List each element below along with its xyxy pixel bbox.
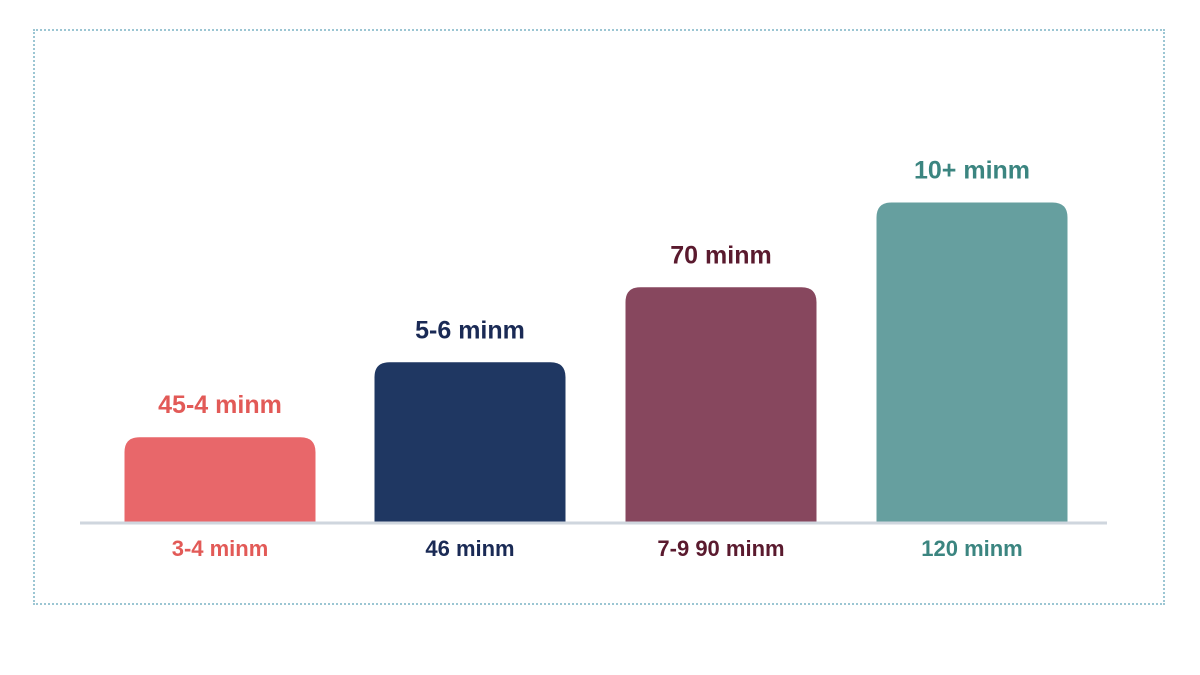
bar-value-label-1: 45-4 minm (158, 391, 282, 419)
bars-group (124, 202, 1068, 522)
bar-1 (124, 437, 316, 522)
category-labels-group: 3-4 minm 46 minm 7-9 90 minm 120 minm (172, 536, 1023, 561)
category-label-3: 7-9 90 minm (657, 536, 784, 561)
bar-2 (374, 362, 566, 522)
bar-value-label-2: 5-6 minm (415, 316, 525, 344)
chart-frame (33, 29, 1165, 605)
bar-labels-group: 45-4 minm 5-6 minm 70 minm 10+ minm (158, 157, 1030, 420)
bar-4 (876, 202, 1068, 522)
bar-value-label-4: 10+ minm (914, 157, 1030, 185)
category-label-2: 46 minm (425, 536, 514, 561)
category-label-1: 3-4 minm (172, 536, 269, 561)
bar-value-label-3: 70 minm (670, 241, 771, 269)
bar-3 (625, 287, 817, 522)
category-label-4: 120 minm (921, 536, 1023, 561)
